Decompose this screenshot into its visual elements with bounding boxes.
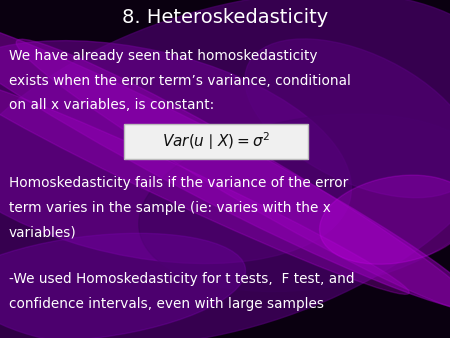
Text: exists when the error term’s variance, conditional: exists when the error term’s variance, c… [9,74,351,88]
Ellipse shape [0,41,351,264]
Text: $\mathit{Var}(u\mid X) = \sigma^2$: $\mathit{Var}(u\mid X) = \sigma^2$ [162,131,270,152]
Ellipse shape [0,233,246,338]
Text: We have already seen that homoskedasticity: We have already seen that homoskedastici… [9,49,318,63]
Text: Homoskedasticity fails if the variance of the error: Homoskedasticity fails if the variance o… [9,176,348,190]
Text: on all x variables, is constant:: on all x variables, is constant: [9,98,214,112]
Text: -We used Homoskedasticity for t tests,  F test, and: -We used Homoskedasticity for t tests, F… [9,272,355,286]
Text: term varies in the sample (ie: varies with the x: term varies in the sample (ie: varies wi… [9,201,331,215]
Ellipse shape [0,77,410,294]
Text: 8. Heteroskedasticity: 8. Heteroskedasticity [122,8,328,27]
Text: variables): variables) [9,226,77,240]
Text: confidence intervals, even with large samples: confidence intervals, even with large sa… [9,297,324,311]
Ellipse shape [139,114,450,292]
Ellipse shape [0,15,450,310]
Ellipse shape [16,39,450,312]
Ellipse shape [320,175,450,264]
FancyBboxPatch shape [124,124,308,160]
Ellipse shape [245,39,450,198]
